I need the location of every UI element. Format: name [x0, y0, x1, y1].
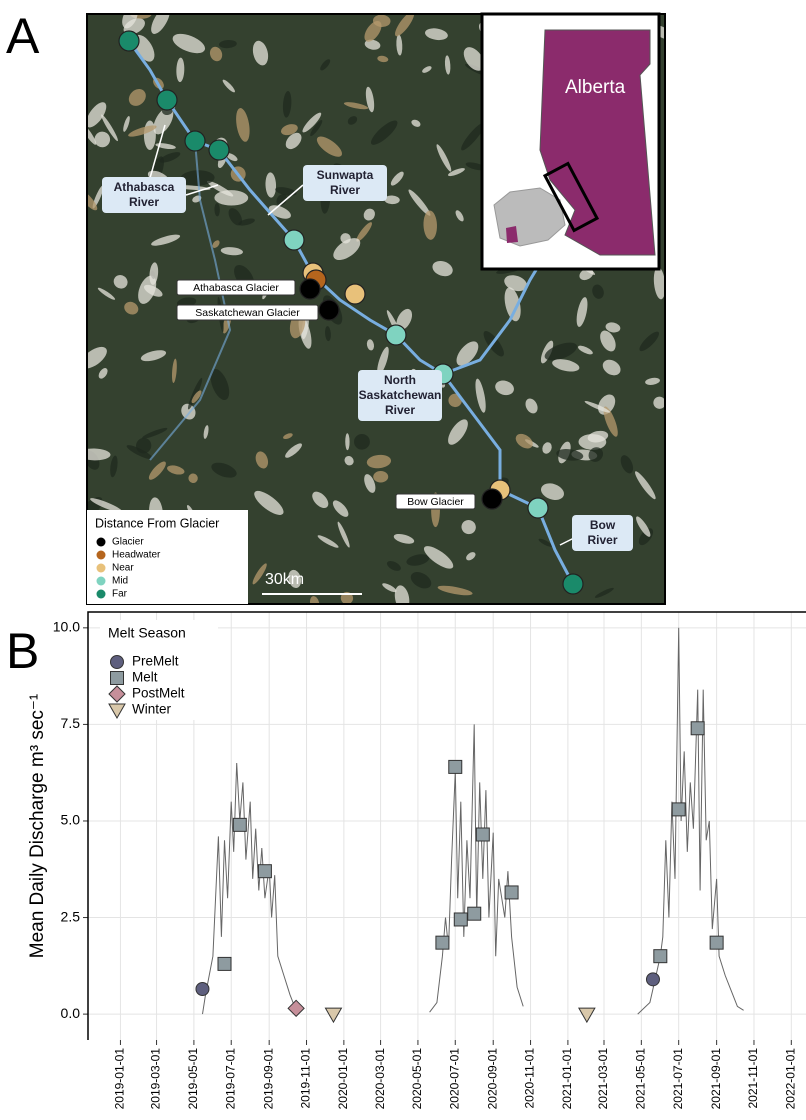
x-tick-label: 2020-09-01 [485, 1048, 499, 1110]
river-label: Saskatchewan [359, 388, 442, 402]
x-tick-label: 2019-03-01 [149, 1048, 163, 1110]
inset-label: Alberta [565, 77, 626, 98]
marker [476, 828, 489, 841]
river-label: River [129, 195, 159, 209]
marker [111, 656, 124, 669]
x-tick-label: 2020-03-01 [373, 1048, 387, 1110]
x-tick-label: 2020-07-01 [447, 1048, 461, 1110]
marker [218, 957, 231, 970]
marker [258, 865, 271, 878]
x-tick-label: 2021-11-01 [746, 1048, 760, 1109]
y-tick-label: 2.5 [61, 908, 81, 924]
legend-label: Far [112, 589, 128, 600]
legend-dot [97, 590, 106, 599]
glacier-label: Saskatchewan Glacier [195, 307, 300, 319]
river-label: River [385, 403, 415, 417]
site [284, 230, 304, 250]
river-label: North [384, 373, 416, 387]
legend-dot [97, 538, 106, 547]
legend-dot [97, 577, 106, 586]
x-tick-label: 2022-01-01 [783, 1048, 797, 1110]
x-tick-label: 2021-07-01 [671, 1048, 685, 1110]
site [345, 284, 365, 304]
x-tick-label: 2019-09-01 [261, 1048, 275, 1110]
site [209, 140, 229, 160]
marker [454, 913, 467, 926]
river-label: River [330, 183, 360, 197]
river-label: River [587, 533, 617, 547]
x-tick-label: 2021-05-01 [634, 1048, 648, 1110]
x-tick-label: 2019-01-01 [113, 1048, 127, 1110]
site [157, 90, 177, 110]
marker [710, 936, 723, 949]
panel-label: A [6, 8, 40, 64]
marker [111, 672, 124, 685]
site [482, 489, 502, 509]
marker [449, 760, 462, 773]
x-tick-label: 2020-11-01 [523, 1048, 537, 1109]
x-tick-label: 2021-09-01 [709, 1048, 723, 1110]
map-legend-title: Distance From Glacier [95, 516, 219, 530]
marker [691, 722, 704, 735]
y-tick-label: 5.0 [61, 812, 81, 828]
x-tick-label: 2021-01-01 [560, 1048, 574, 1110]
legend-label: Glacier [112, 537, 144, 548]
site [563, 574, 583, 594]
legend-label: Melt [132, 670, 158, 685]
legend-title: Melt Season [108, 625, 186, 641]
y-tick-label: 7.5 [61, 715, 81, 731]
river-label: Bow [590, 518, 616, 532]
legend-label: Mid [112, 576, 128, 587]
x-tick-label: 2021-03-01 [596, 1048, 610, 1110]
legend-label: PostMelt [132, 686, 185, 701]
legend-label: PreMelt [132, 654, 179, 669]
marker [196, 983, 209, 996]
alberta-small [506, 226, 518, 243]
marker [233, 818, 246, 831]
marker [579, 1008, 595, 1022]
scale-label: 30km [265, 571, 304, 588]
site [386, 325, 406, 345]
legend-label: Winter [132, 702, 172, 717]
panel-label: B [6, 623, 39, 679]
x-tick-label: 2019-05-01 [186, 1048, 200, 1110]
x-tick-label: 2019-11-01 [299, 1048, 313, 1109]
page: A B AthabascaRiverSunwaptaRiverNorthSask… [0, 0, 806, 1120]
site [185, 131, 205, 151]
river-label: Athabasca [114, 180, 175, 194]
marker [654, 950, 667, 963]
site [300, 279, 320, 299]
legend-label: Near [112, 563, 134, 574]
legend-dot [97, 564, 106, 573]
figure: A B AthabascaRiverSunwaptaRiverNorthSask… [0, 0, 806, 1115]
site [319, 300, 339, 320]
marker [646, 973, 659, 986]
legend-dot [97, 551, 106, 560]
glacier-label: Bow Glacier [407, 496, 464, 508]
y-tick-label: 10.0 [53, 619, 80, 635]
river-label: Sunwapta [317, 168, 374, 182]
site [528, 498, 548, 518]
legend-label: Headwater [112, 550, 161, 561]
inset: Alberta [482, 14, 659, 269]
y-axis-title: Mean Daily Discharge m³ sec⁻¹ [27, 694, 48, 959]
marker [436, 936, 449, 949]
x-tick-label: 2020-01-01 [336, 1048, 350, 1110]
site [119, 31, 139, 51]
marker [505, 886, 518, 899]
marker [672, 803, 685, 816]
glacier-label: Athabasca Glacier [193, 282, 279, 294]
x-tick-label: 2019-07-01 [223, 1048, 237, 1110]
marker [325, 1008, 341, 1022]
chart: 0.0 2.5 5.0 7.5 10.0 2019-01-01 2019-03-01 2019… [27, 612, 806, 1109]
marker [468, 907, 481, 920]
x-tick-label: 2020-05-01 [410, 1048, 424, 1110]
y-tick-label: 0.0 [61, 1005, 81, 1021]
